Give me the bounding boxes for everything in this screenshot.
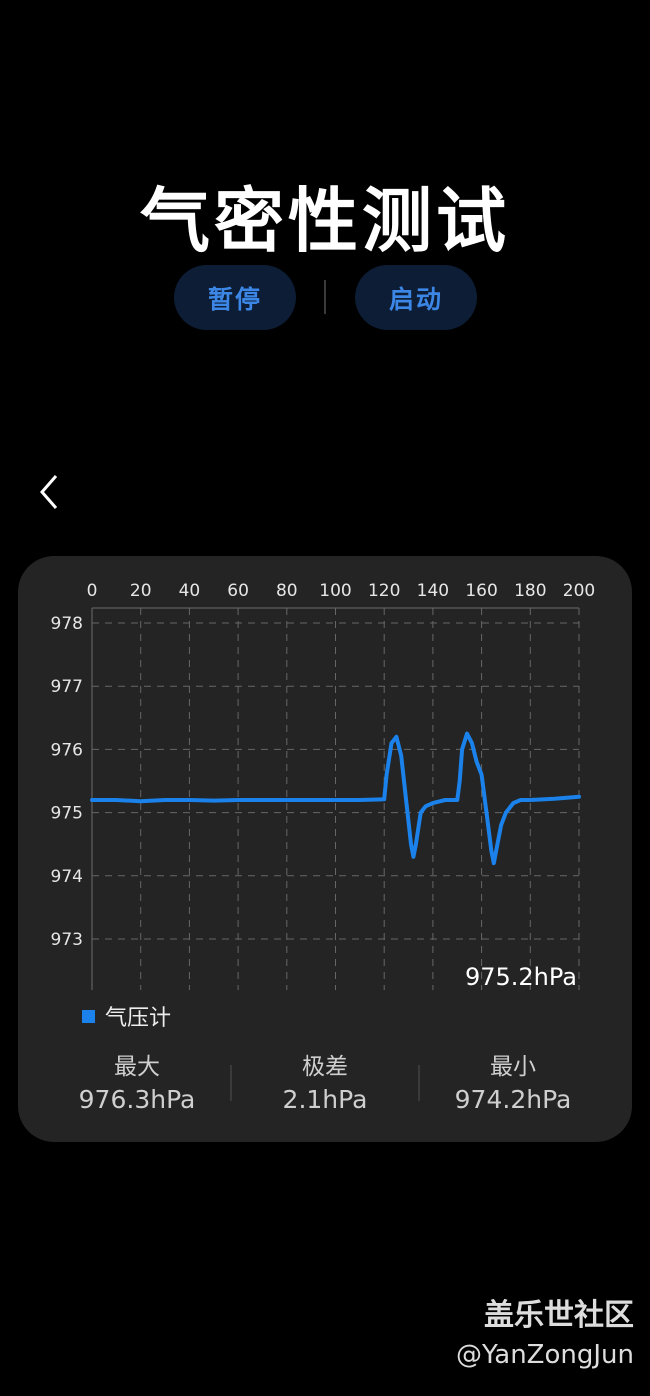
y-tick-label: 976 [51, 740, 83, 760]
y-tick-label: 978 [51, 614, 83, 634]
stat-max-label: 最大 [114, 1054, 160, 1080]
pause-button[interactable]: 暂停 [174, 265, 296, 330]
x-tick-label: 40 [179, 581, 201, 601]
x-tick-label: 160 [465, 581, 497, 601]
stat-range: 极差 2.1hPa [230, 1052, 420, 1118]
watermark-user: @YanZongJun [455, 1340, 634, 1370]
x-tick-label: 140 [417, 581, 449, 601]
stat-range-label: 极差 [302, 1054, 348, 1080]
y-tick-label: 975 [51, 804, 83, 824]
x-tick-label: 20 [130, 581, 152, 601]
pressure-chart: 0 20 40 60 80 100 120 140 160 180 200 978 977 976 975 9… [51, 581, 596, 991]
button-divider [324, 280, 326, 314]
series-line [90, 731, 581, 866]
current-value-label: 975.2hPa [465, 963, 577, 991]
legend-swatch [82, 1009, 95, 1023]
stat-range-value: 2.1hPa [282, 1085, 368, 1114]
x-tick-label: 200 [563, 581, 595, 601]
chart-card: 0 20 40 60 80 100 120 140 160 180 200 978 977 976 975 9… [18, 556, 632, 1142]
stat-min: 最小 974.2hPa [418, 1052, 608, 1118]
legend-label: 气压计 [105, 1006, 172, 1031]
chevron-left-icon[interactable] [36, 472, 66, 512]
watermark-logo: 盖乐世社区 [484, 1298, 634, 1333]
stat-max: 最大 976.3hPa [42, 1052, 232, 1118]
y-tick-label: 974 [51, 867, 83, 887]
x-tick-label: 180 [514, 581, 546, 601]
y-tick-label: 977 [51, 677, 83, 697]
stat-divider [418, 1065, 420, 1101]
page-title: 气密性测试 [140, 180, 510, 262]
stat-min-label: 最小 [490, 1054, 536, 1080]
chart-legend: 气压计 [82, 1000, 171, 1032]
stat-min-value: 974.2hPa [454, 1085, 572, 1114]
x-tick-label: 100 [319, 581, 351, 601]
x-tick-label: 120 [368, 581, 400, 601]
x-tick-label: 80 [276, 581, 298, 601]
stat-max-value: 976.3hPa [78, 1085, 196, 1114]
stat-divider [230, 1065, 232, 1101]
x-tick-label: 60 [227, 581, 249, 601]
x-tick-label: 0 [87, 581, 98, 601]
y-tick-label: 973 [51, 930, 83, 950]
start-button[interactable]: 启动 [355, 265, 477, 330]
